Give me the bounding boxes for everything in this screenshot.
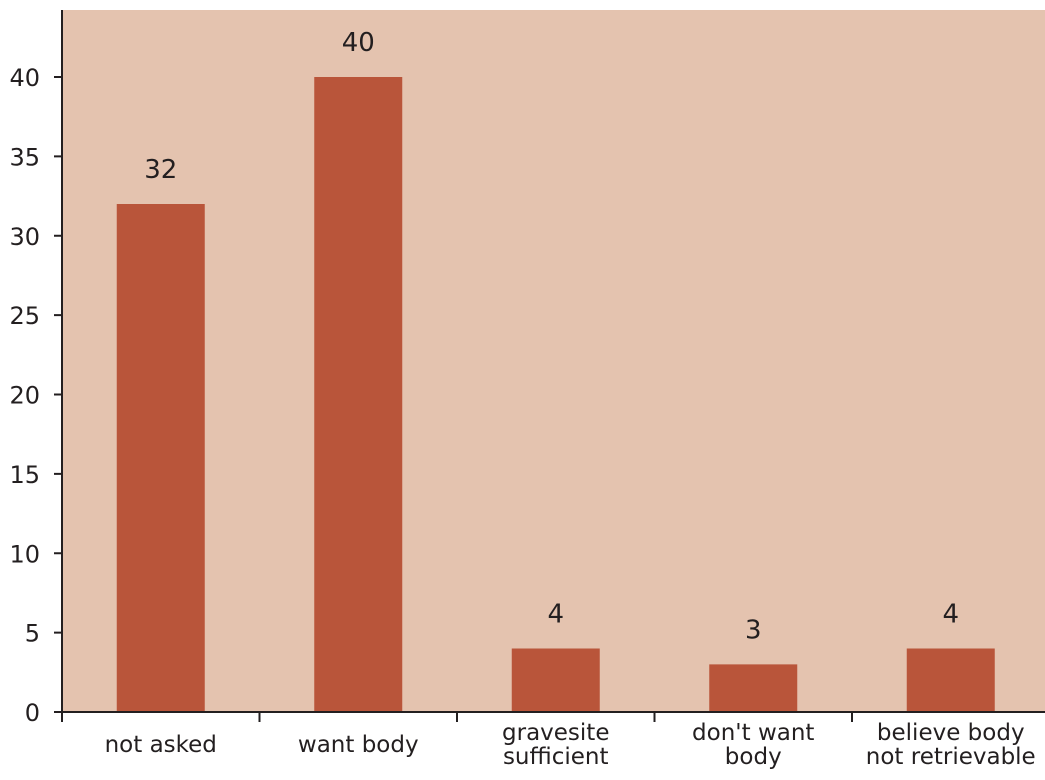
y-tick-label: 20 — [9, 382, 40, 410]
category-label: not retrievable — [866, 744, 1036, 770]
y-tick-label: 5 — [25, 620, 40, 648]
y-tick-label: 40 — [9, 64, 40, 92]
category-label: body — [725, 744, 782, 770]
value-labels: 32 40 4 3 4 — [144, 28, 959, 645]
bar — [906, 648, 995, 712]
bar-value-label: 3 — [745, 615, 762, 645]
bars — [116, 77, 995, 712]
y-tick-label: 25 — [9, 302, 40, 330]
category-label: don't want — [692, 720, 814, 746]
bar — [511, 648, 600, 712]
bar-value-label: 40 — [342, 28, 375, 58]
bar-value-label: 4 — [547, 600, 564, 630]
y-tick-label: 10 — [9, 540, 40, 568]
category-label: not asked — [105, 732, 217, 758]
category-label: sufficient — [503, 744, 609, 770]
x-axis-ticks — [61, 712, 853, 722]
y-tick-label: 35 — [9, 143, 40, 171]
y-tick-label: 15 — [9, 461, 40, 489]
bar — [709, 664, 798, 712]
y-axis-ticks: 0 5 10 15 20 25 30 35 40 — [9, 64, 62, 727]
bar — [314, 77, 403, 712]
y-tick-label: 0 — [25, 699, 40, 727]
category-label: believe body — [877, 720, 1025, 746]
plot-area-background — [62, 10, 1045, 712]
bar-value-label: 4 — [942, 600, 959, 630]
category-label: gravesite — [502, 720, 609, 746]
y-tick-label: 30 — [9, 223, 40, 251]
bar — [116, 204, 205, 712]
bar-value-label: 32 — [144, 155, 177, 185]
category-label: want body — [298, 732, 419, 758]
